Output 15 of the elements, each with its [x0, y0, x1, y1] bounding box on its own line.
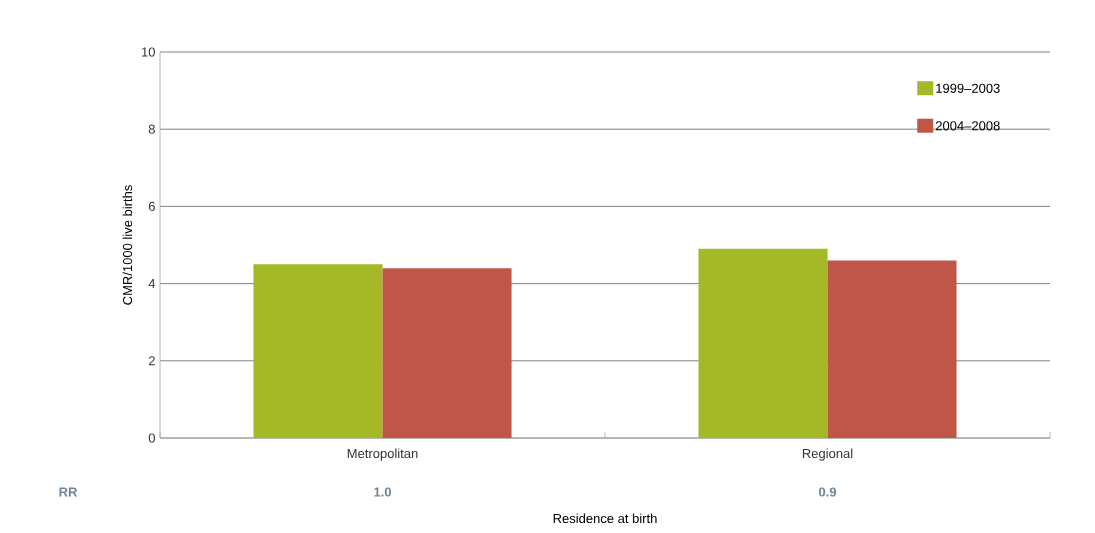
y-tick-label: 2 — [148, 356, 155, 366]
x-axis-title: Residence at birth — [553, 513, 657, 524]
y-axis-title: CMR/1000 live births — [122, 185, 133, 305]
x-tick-label: Regional — [802, 448, 853, 461]
y-tick-label: 10 — [142, 47, 155, 57]
y-tick-label: 8 — [148, 124, 155, 134]
legend-label: 1999–2003 — [936, 83, 1000, 93]
text: 0.9 — [818, 487, 837, 497]
y-tick-label: 4 — [148, 279, 156, 289]
text: 1.0 — [374, 487, 392, 497]
x-tick-label: Metropolitan — [347, 448, 418, 461]
legend-label: 2004–2008 — [935, 121, 1000, 131]
y-tick-label: 6 — [148, 201, 155, 211]
y-tick-label: 0 — [148, 433, 155, 443]
text: RR — [59, 487, 78, 497]
